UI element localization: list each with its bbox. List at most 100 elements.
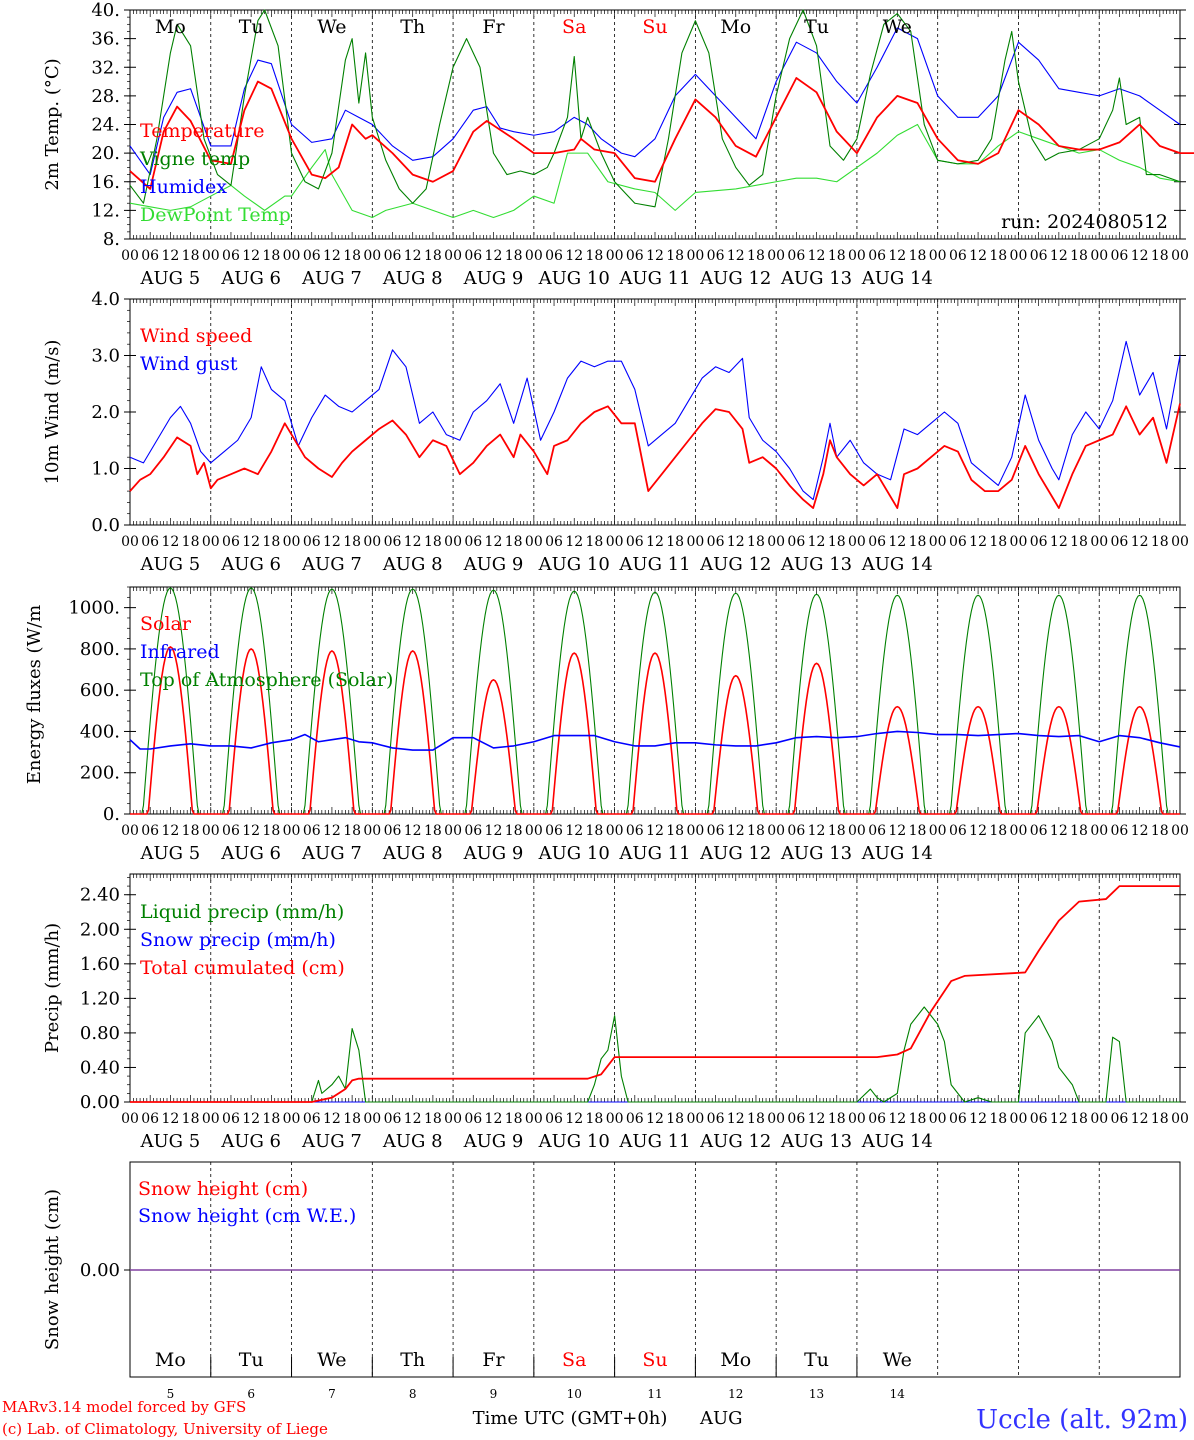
day-name-label: We (317, 16, 346, 38)
day-date-label: AUG 14 (861, 1131, 933, 1152)
hour-tick-label: 18 (505, 1111, 523, 1127)
hour-tick-label: 06 (626, 823, 644, 839)
day-date-label: AUG 9 (463, 1131, 524, 1152)
hour-tick-label: 06 (384, 823, 402, 839)
hour-tick-label: 12 (161, 248, 179, 264)
hour-tick-label: 00 (283, 534, 301, 550)
hour-tick-label: 06 (384, 534, 402, 550)
series-line (129, 403, 1181, 509)
hour-tick-label: 12 (727, 823, 745, 839)
hour-tick-label: 18 (262, 248, 280, 264)
hour-tick-label: 12 (485, 823, 503, 839)
panel-2: 00 06 12 18 00 06 12 18 00 06 12 18 00 06 12 18 00 06 12 18… (42, 289, 1189, 575)
y-tick-label: 36. (91, 29, 120, 50)
hour-tick-label: 12 (404, 1111, 422, 1127)
panel-frame (129, 298, 1181, 526)
day-name-label: Sa (562, 1349, 586, 1371)
hour-tick-label: 12 (565, 823, 583, 839)
series-line (129, 9, 1181, 208)
hour-tick-label: 18 (343, 1111, 361, 1127)
hour-tick-label: 06 (707, 248, 725, 264)
hour-tick-label: 06 (1030, 248, 1048, 264)
hour-tick-label: 06 (868, 1111, 886, 1127)
hour-tick-label: 00 (929, 823, 947, 839)
hour-tick-label: 18 (909, 1111, 927, 1127)
hour-tick-label: 18 (1151, 823, 1169, 839)
hour-tick-label: 18 (586, 1111, 604, 1127)
series-line (130, 646, 1180, 815)
legend-entry: DewPoint Temp (140, 204, 291, 226)
hour-tick-label: 18 (424, 823, 442, 839)
hour-tick-label: 18 (1151, 1111, 1169, 1127)
hour-tick-label: 06 (626, 1111, 644, 1127)
day-number-label: 9 (490, 1387, 498, 1401)
day-name-label: Mo (720, 16, 751, 38)
day-date-label: AUG 12 (699, 843, 771, 864)
hour-tick-label: 06 (141, 534, 159, 550)
hour-tick-label: 00 (444, 534, 462, 550)
day-date-label: AUG 11 (618, 554, 690, 575)
hour-tick-label: 18 (262, 823, 280, 839)
hour-tick-label: 12 (969, 823, 987, 839)
panels-layer: 00 06 12 18 00 06 12 18 00 06 12 18 00 06 12 18 00 06 12 18… (24, 0, 1194, 1401)
y-tick-label: 200. (80, 763, 120, 784)
day-name-label: Mo (155, 16, 186, 38)
hour-tick-label: 12 (323, 534, 341, 550)
y-tick-label: 3.0 (91, 346, 120, 367)
legend-entry: Top of Atmosphere (Solar) (140, 669, 393, 691)
day-name-label: Th (400, 16, 425, 38)
day-name-label: Su (642, 16, 667, 38)
hour-tick-label: 06 (303, 534, 321, 550)
day-date-label: AUG 11 (618, 1131, 690, 1152)
day-date-label: AUG 9 (463, 554, 524, 575)
day-date-label: AUG 11 (618, 268, 690, 289)
hour-tick-label: 06 (868, 823, 886, 839)
hour-tick-label: 18 (182, 823, 200, 839)
hour-tick-label: 12 (969, 1111, 987, 1127)
day-date-label: AUG 10 (538, 554, 610, 575)
hour-tick-label: 12 (404, 248, 422, 264)
y-tick-label: 32. (91, 57, 120, 78)
day-date-label: AUG 14 (861, 268, 933, 289)
y-tick-label: 0.80 (80, 1023, 120, 1044)
hour-tick-label: 18 (182, 248, 200, 264)
panel-1: 00 06 12 18 00 06 12 18 00 06 12 18 00 06 12 18 00 06 12 18… (42, 0, 1194, 289)
series-line (130, 587, 1180, 815)
hour-tick-label: 18 (989, 823, 1007, 839)
hour-tick-label: 12 (888, 534, 906, 550)
hour-tick-label: 06 (949, 248, 967, 264)
hour-tick-label: 06 (222, 823, 240, 839)
hour-tick-label: 00 (1171, 1111, 1189, 1127)
hour-tick-label: 00 (444, 1111, 462, 1127)
hour-tick-label: 12 (808, 534, 826, 550)
hour-tick-label: 12 (485, 1111, 503, 1127)
day-name-label: Su (642, 1349, 667, 1371)
hour-tick-label: 00 (848, 248, 866, 264)
hour-tick-label: 06 (1030, 534, 1048, 550)
legend-entry: Vigne temp (139, 148, 250, 170)
hour-tick-label: 00 (1171, 534, 1189, 550)
day-date-label: AUG 8 (382, 843, 443, 864)
day-date-label: AUG 12 (699, 1131, 771, 1152)
hour-tick-label: 00 (444, 823, 462, 839)
hour-tick-label: 18 (909, 534, 927, 550)
y-tick-label: 28. (91, 86, 120, 107)
legend-entry: Snow height (cm) (138, 1178, 308, 1200)
hour-tick-label: 00 (202, 534, 220, 550)
day-date-label: AUG 6 (220, 843, 281, 864)
hour-tick-label: 00 (686, 534, 704, 550)
y-tick-label: 1.60 (80, 954, 120, 975)
hour-tick-label: 12 (565, 248, 583, 264)
hour-tick-label: 12 (1131, 823, 1149, 839)
hour-tick-label: 18 (424, 1111, 442, 1127)
hour-tick-label: 18 (424, 534, 442, 550)
y-tick-label: 24. (91, 115, 120, 136)
hour-tick-label: 00 (929, 1111, 947, 1127)
hour-tick-label: 00 (1010, 1111, 1028, 1127)
hour-tick-label: 06 (787, 1111, 805, 1127)
hour-tick-label: 18 (1070, 823, 1088, 839)
y-tick-label: 4.0 (91, 289, 120, 310)
y-axis-label: Precip (mm/h) (42, 923, 63, 1053)
hour-tick-label: 00 (202, 1111, 220, 1127)
